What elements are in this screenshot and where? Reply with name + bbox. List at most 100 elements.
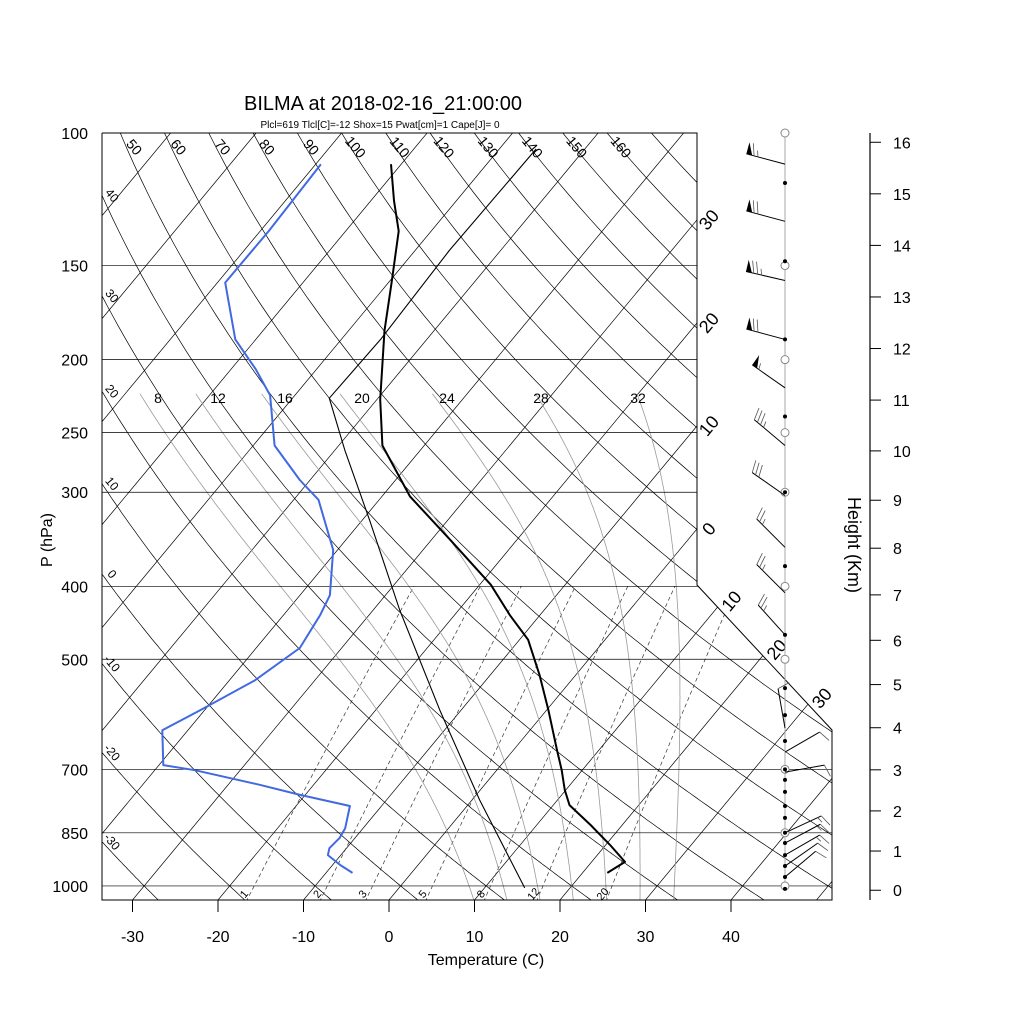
dry-adiabat-label: 140 (519, 133, 546, 161)
wind-barb-full (756, 507, 763, 520)
isotherm-line (299, 133, 832, 900)
wind-barb (784, 850, 827, 878)
dry-adiabat-line (462, 133, 832, 900)
moist-adiabat-line (339, 393, 574, 900)
dry-adiabat-line (102, 133, 512, 900)
pressure-tick-label: 850 (61, 826, 88, 843)
wind-barb-full (820, 823, 830, 834)
wind-barb-staff (746, 328, 786, 340)
pressure-tick-label: 150 (61, 259, 88, 276)
wind-barb (751, 460, 786, 496)
wind-barb-full (756, 201, 759, 215)
wind-barb-full (751, 460, 757, 473)
x-axis-label: Temperature (C) (428, 952, 544, 969)
height-tick-label: 1 (893, 844, 902, 861)
height-tick-label: 12 (893, 342, 911, 359)
pressure-tick-label: 400 (61, 579, 88, 596)
wind-barb-staff (745, 271, 786, 281)
dry-adiabat-line (0, 116, 76, 905)
wind-barb-half (762, 518, 766, 525)
parcel-line (328, 148, 537, 889)
wind-barb-full (819, 834, 830, 844)
wind-barb-staff (746, 210, 786, 222)
dry-adiabat-line (113, 133, 832, 900)
wind-barb (756, 507, 786, 548)
x-tick-label: 0 (385, 929, 394, 946)
dry-adiabat-line (102, 133, 425, 900)
moist-adiabat-line (195, 393, 508, 900)
dry-adiabat-label: 100 (342, 133, 369, 161)
standard-level-circle (780, 428, 790, 438)
dry-adiabat-label: -20 (101, 741, 123, 764)
dry-adiabat-label: 120 (430, 133, 457, 161)
wind-barb-full (753, 407, 760, 420)
pressure-tick-label: 200 (61, 353, 88, 370)
wind-barb (746, 142, 786, 165)
wind-barb-staff (784, 731, 820, 753)
wind-barb-full (777, 682, 790, 690)
mixing-ratio-label: 5 (417, 888, 430, 900)
wind-barb-staff (784, 834, 820, 856)
mixing-ratio-line (535, 586, 676, 900)
x-tick-label: -10 (292, 929, 315, 946)
dry-adiabat-label: 160 (607, 133, 634, 161)
wind-barb-full (760, 596, 768, 609)
isotherm-label: 0 (698, 519, 720, 540)
wind-barb-full (757, 593, 765, 606)
height-tick-label: 5 (893, 678, 902, 695)
moist-adiabat-label: 12 (210, 390, 226, 406)
mixing-ratio-line (424, 586, 576, 900)
pressure-tick-label: 1000 (52, 879, 88, 896)
wind-barb-full (824, 764, 831, 777)
dry-adiabat-line (102, 133, 164, 900)
wind-barb-full (755, 462, 760, 475)
wind-barb-staff (757, 604, 786, 636)
foreground: 1 2 3 5 8 12 208 12 16 20 24 28 32100150200250300400… (52, 126, 910, 946)
sounding-level-dot (783, 564, 787, 569)
pressure-tick-label: 700 (61, 762, 88, 779)
isotherm-line (102, 133, 527, 900)
sounding-level-dot (783, 259, 787, 264)
isotherm-line (213, 133, 832, 900)
wind-barb-full (760, 412, 766, 426)
wind-barb (745, 259, 786, 281)
mixing-ratio-label: 8 (475, 888, 488, 900)
x-tick-label: 20 (551, 929, 569, 946)
mixing-ratio-label: 1 (238, 888, 251, 900)
wind-barb-full (752, 143, 755, 156)
wind-barb-half (758, 363, 761, 370)
wind-barb-flag (752, 355, 760, 369)
wind-barb-flag (746, 317, 753, 331)
wind-barb (746, 199, 786, 222)
wind-barb-staff (784, 850, 816, 878)
height-tick-label: 16 (893, 135, 911, 152)
isotherm-line (555, 133, 832, 900)
wind-barb-full (759, 510, 766, 523)
x-tick-label: -20 (206, 929, 229, 946)
dry-adiabat-label: 80 (256, 136, 278, 158)
dry-adiabat-line (200, 133, 832, 900)
wind-barb-full (819, 731, 830, 741)
x-tick-label: 30 (637, 929, 655, 946)
dry-adiabat-label: 30 (102, 286, 122, 305)
wind-barb-full (756, 319, 759, 333)
wind-barb (784, 731, 830, 753)
wind-barb-staff (756, 564, 786, 594)
wind-barb (753, 407, 786, 446)
standard-level-circle (780, 654, 790, 664)
dry-adiabat-label: 70 (212, 136, 234, 158)
wind-barb-staff (751, 472, 786, 496)
wind-barb (784, 823, 830, 844)
moist-adiabat-line (139, 393, 475, 900)
height-tick-label: 15 (893, 187, 911, 204)
isotherm-label: 20 (695, 309, 723, 337)
wind-barb-half (817, 817, 823, 823)
chart-subtitle: Plcl=619 Tlcl[C]=-12 Shox=15 Pwat[cm]=1 … (260, 120, 500, 131)
isotherm-label: 30 (695, 206, 723, 234)
moist-adiabat-line (432, 393, 608, 900)
dry-adiabat-line (102, 133, 251, 900)
dry-adiabat-line (243, 133, 832, 900)
wind-barb-staff (784, 815, 822, 834)
wind-barb (784, 842, 829, 867)
